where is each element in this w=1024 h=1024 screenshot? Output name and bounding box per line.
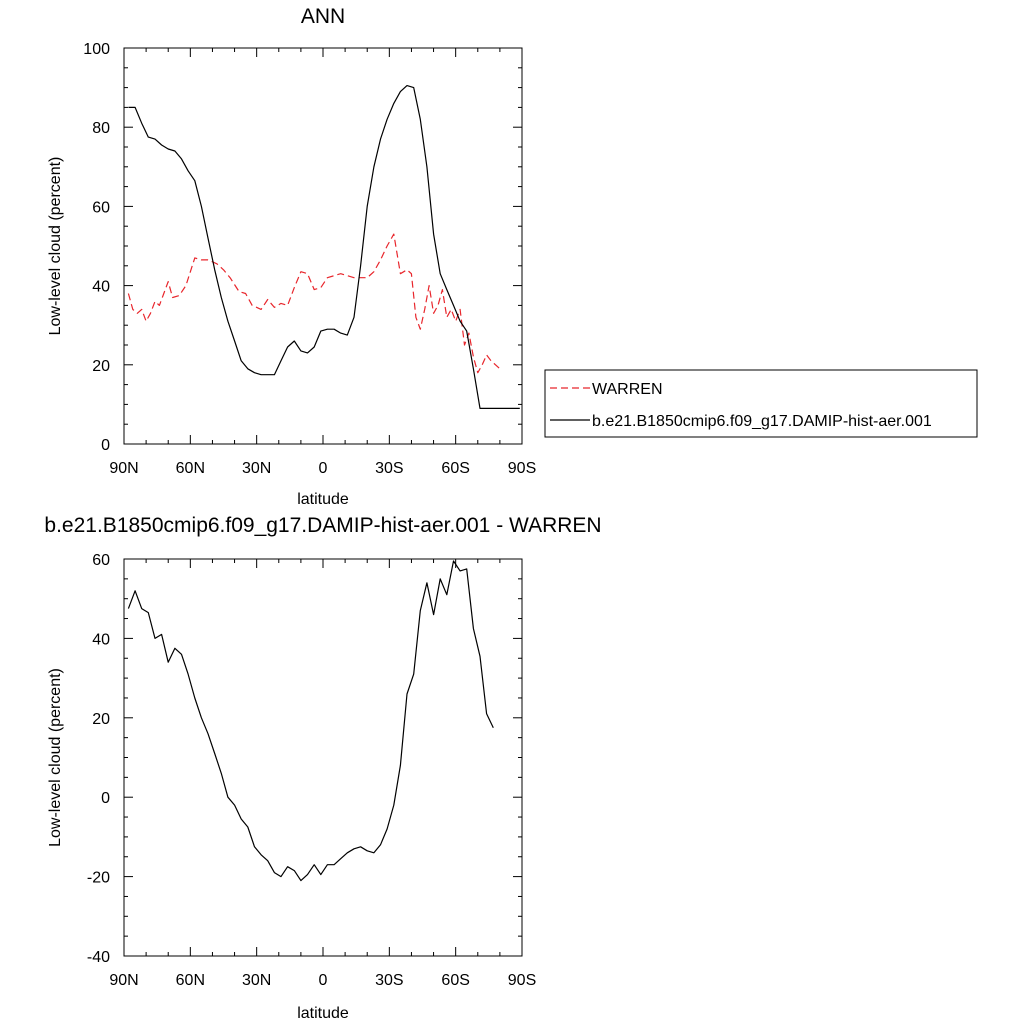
x-axis-label: latitude bbox=[297, 491, 349, 508]
y-tick-label: 40 bbox=[92, 279, 110, 296]
x-tick-label: 90N bbox=[109, 460, 138, 477]
x-axis-label: latitude bbox=[297, 1005, 349, 1022]
chart-title: b.e21.B1850cmip6.f09_g17.DAMIP-hist-aer.… bbox=[44, 514, 601, 537]
x-tick-label: 0 bbox=[319, 460, 328, 477]
y-tick-label: -20 bbox=[87, 870, 110, 887]
y-tick-label: 40 bbox=[92, 631, 110, 648]
y-tick-label: 60 bbox=[92, 552, 110, 569]
series-line-difference bbox=[127, 560, 494, 882]
y-tick-label: 0 bbox=[101, 790, 110, 807]
series-line-warren bbox=[127, 233, 501, 374]
x-tick-label: 30N bbox=[242, 972, 271, 989]
y-tick-label: 80 bbox=[92, 120, 110, 137]
x-tick-label: 30S bbox=[375, 460, 403, 477]
x-tick-label: 60N bbox=[176, 972, 205, 989]
x-tick-label: 60S bbox=[441, 460, 469, 477]
y-tick-label: 60 bbox=[92, 199, 110, 216]
x-tick-label: 90N bbox=[109, 972, 138, 989]
y-tick-label: -40 bbox=[87, 949, 110, 966]
y-axis-label: Low-level cloud (percent) bbox=[47, 157, 64, 336]
legend: WARREN b.e21.B1850cmip6.f09_g17.DAMIP-his… bbox=[544, 369, 978, 438]
legend-entry: WARREN bbox=[592, 381, 663, 398]
x-tick-label: 30S bbox=[375, 972, 403, 989]
y-tick-label: 0 bbox=[101, 437, 110, 454]
x-tick-label: 0 bbox=[319, 972, 328, 989]
legend-box bbox=[544, 369, 978, 438]
y-tick-label: 20 bbox=[92, 711, 110, 728]
chart-title: ANN bbox=[301, 5, 345, 28]
x-tick-label: 90S bbox=[508, 460, 536, 477]
plot-frame bbox=[123, 558, 523, 957]
panel-bottom: b.e21.B1850cmip6.f09_g17.DAMIP-hist-aer.… bbox=[44, 514, 601, 1022]
y-axis-label: Low-level cloud (percent) bbox=[47, 668, 64, 847]
y-tick-label: 20 bbox=[92, 358, 110, 375]
plot-frame bbox=[123, 47, 523, 445]
panel-top: ANN 90N 60N 30N 0 30S 60S 90S 0 20 40 60 80 100 latitu… bbox=[47, 5, 536, 508]
legend-entry: b.e21.B1850cmip6.f09_g17.DAMIP-hist-aer.… bbox=[592, 413, 932, 430]
y-tick-label: 100 bbox=[83, 41, 110, 58]
series-line-model bbox=[128, 84, 520, 409]
x-tick-label: 30N bbox=[242, 460, 271, 477]
x-tick-label: 60S bbox=[441, 972, 469, 989]
x-tick-label: 90S bbox=[508, 972, 536, 989]
x-tick-label: 60N bbox=[176, 460, 205, 477]
